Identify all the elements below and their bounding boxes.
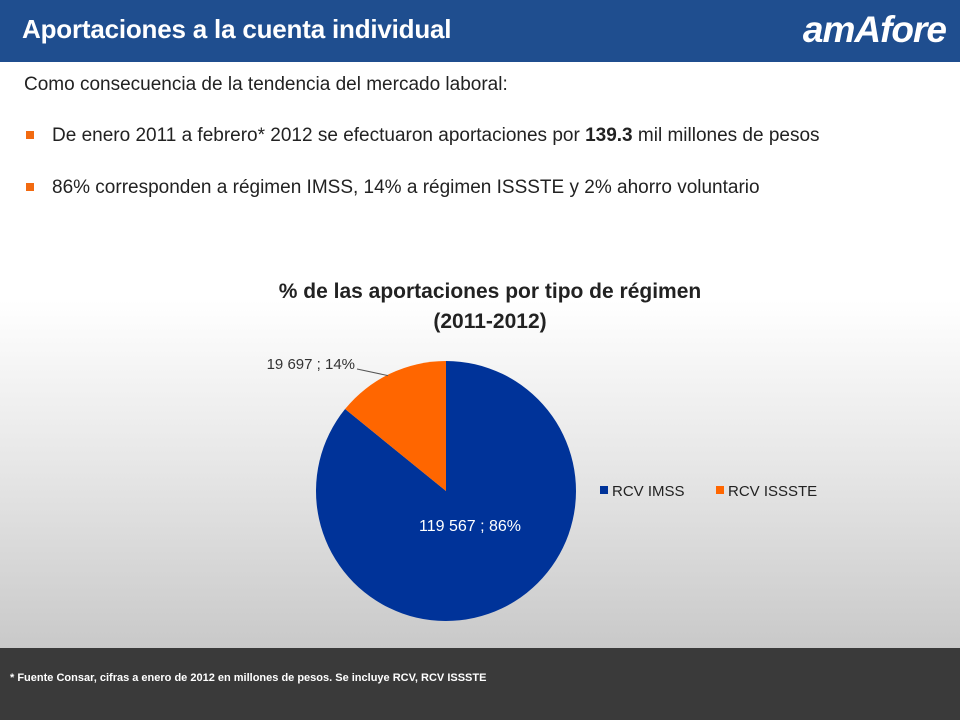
bullet-square-icon: [26, 183, 34, 191]
pie-slice-rcv-imss: [315, 361, 576, 621]
legend-label-rcv-imss: RCV IMSS: [612, 483, 685, 500]
data-label-rcv-imss: 119 567 ; 86%: [419, 518, 521, 535]
bullet-item-distribution: 86% corresponden a régimen IMSS, 14% a r…: [24, 172, 924, 203]
data-label-rcv-issste: 19 697 ; 14%: [267, 356, 355, 373]
legend-label-rcv-issste: RCV ISSSTE: [728, 483, 817, 500]
chart-subtitle: (2011-2012): [433, 310, 547, 333]
legend-swatch-rcv-issste: [716, 486, 724, 494]
legend-swatch-rcv-imss: [600, 486, 608, 494]
footer-note: * Fuente Consar, cifras a enero de 2012 …: [10, 672, 487, 684]
header-bar: Aportaciones a la cuenta individual amAf…: [0, 0, 960, 62]
chart-title-block: % de las aportaciones por tipo de régime…: [200, 277, 780, 337]
bullet-text-before: De enero 2011 a febrero* 2012 se efectua…: [52, 125, 586, 146]
pie-slice-rcv-issste: [345, 361, 446, 491]
intro-text: Como consecuencia de la tendencia del me…: [24, 74, 508, 95]
bullet-square-icon: [26, 131, 34, 139]
bullet-text: 86% corresponden a régimen IMSS, 14% a r…: [52, 177, 760, 198]
page-title: Aportaciones a la cuenta individual: [22, 14, 452, 44]
footer-bar: * Fuente Consar, cifras a enero de 2012 …: [0, 648, 960, 720]
amafore-logo: amAfore: [802, 9, 947, 50]
bullet-amount: 139.3: [585, 125, 633, 146]
chart-title: % de las aportaciones por tipo de régime…: [278, 280, 702, 303]
bullet-item-contributions: De enero 2011 a febrero* 2012 se efectua…: [24, 120, 924, 151]
leader-line: [356, 368, 389, 377]
bullet-list: De enero 2011 a febrero* 2012 se efectua…: [24, 120, 924, 224]
bullet-text-after: mil millones de pesos: [632, 125, 820, 146]
